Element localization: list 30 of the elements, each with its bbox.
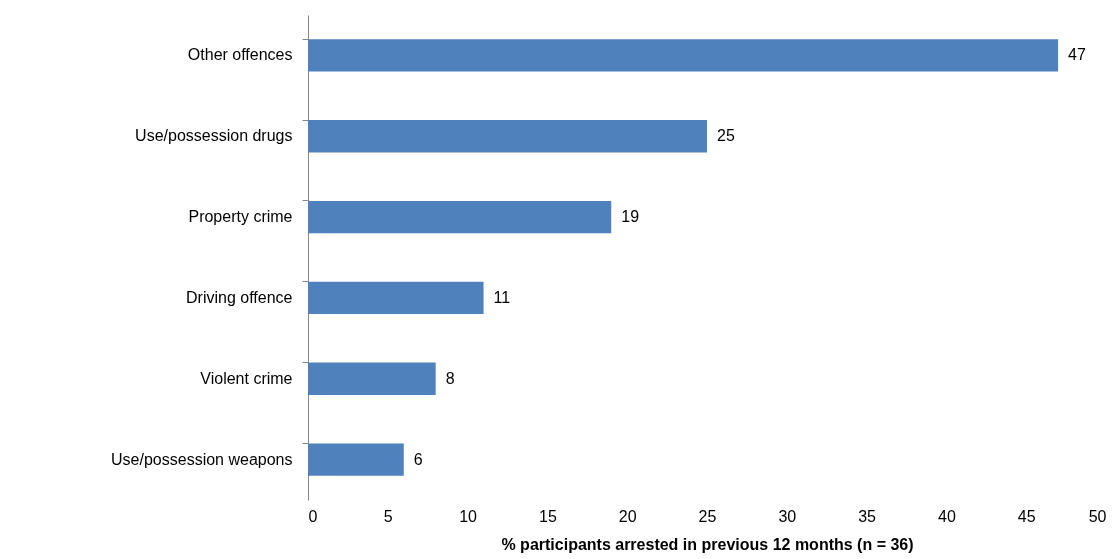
bar [308, 39, 1059, 72]
data-label: 11 [493, 288, 511, 306]
x-tick-label: 5 [383, 507, 393, 525]
bar [308, 443, 404, 476]
x-axis-title: % participants arrested in previous 12 months (n = 36) [501, 535, 914, 553]
bar [308, 362, 436, 395]
x-tick-label: 10 [459, 507, 478, 525]
y-tick-label: Property crime [188, 208, 293, 226]
y-tick-label: Driving offence [186, 288, 293, 306]
bar [308, 120, 707, 153]
x-tick-label: 0 [308, 507, 318, 525]
x-tick-label: 50 [1088, 507, 1107, 525]
data-label: 47 [1068, 46, 1087, 64]
x-tick-label: 40 [938, 507, 956, 525]
x-tick-label: 35 [858, 507, 877, 525]
data-label: 6 [413, 450, 423, 468]
x-tick-label: 45 [1017, 507, 1036, 525]
y-tick-label: Use/possession drugs [135, 127, 293, 145]
y-tick-label: Other offences [187, 46, 293, 64]
bar [308, 281, 484, 315]
x-tick-label: 15 [539, 507, 557, 525]
y-tick-label: Violent crime [200, 369, 293, 387]
data-label: 19 [621, 208, 640, 226]
y-tick-label: Use/possession weapons [111, 450, 293, 468]
data-label: 25 [717, 127, 735, 145]
x-tick-label: 30 [778, 507, 797, 525]
x-tick-label: 20 [618, 507, 637, 525]
bar [308, 200, 612, 234]
x-tick-label: 25 [698, 507, 717, 525]
data-label: 8 [445, 369, 455, 387]
